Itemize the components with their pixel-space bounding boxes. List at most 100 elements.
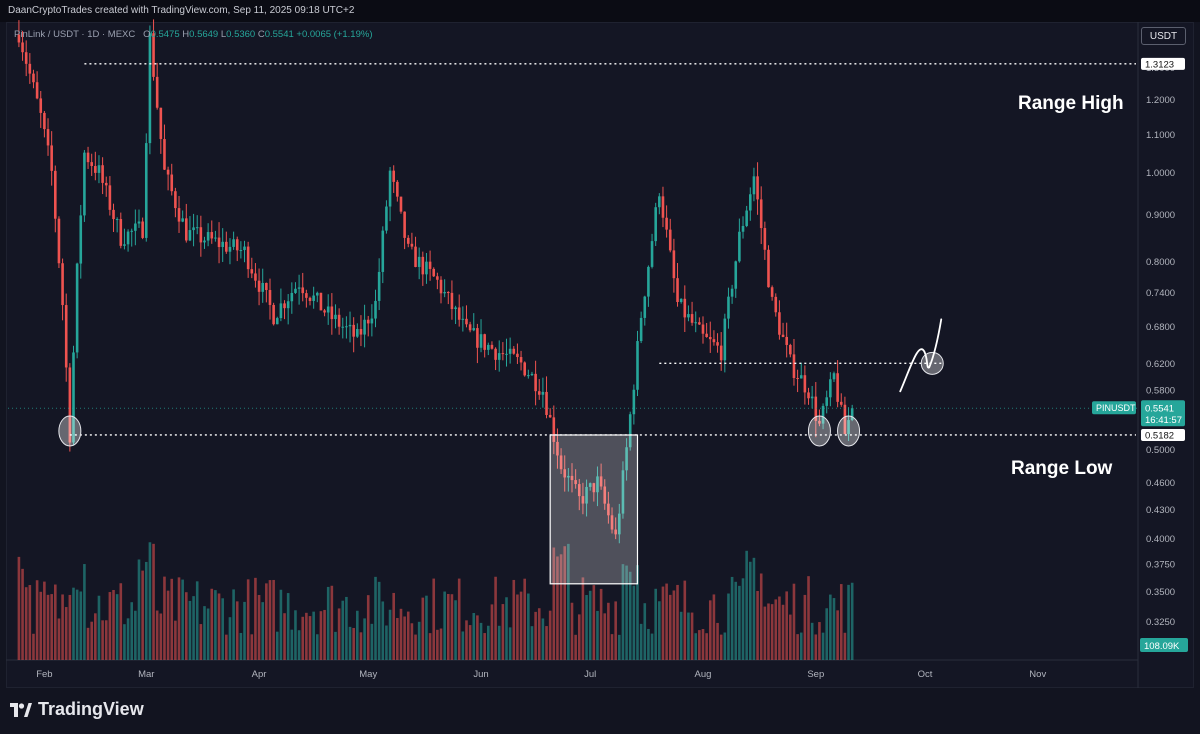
range-high-price-tag-bg xyxy=(1141,57,1185,70)
volume-bar xyxy=(265,583,268,660)
tradingview-logo-icon xyxy=(10,702,32,717)
candle-body xyxy=(232,239,235,247)
volume-bar xyxy=(170,578,174,660)
volume-bar xyxy=(690,612,694,660)
candle-body xyxy=(559,455,563,470)
candle-body xyxy=(399,196,403,212)
volume-bar xyxy=(54,584,57,660)
volume-bar xyxy=(90,621,93,660)
candle-body xyxy=(537,391,541,395)
candle-body xyxy=(301,287,305,294)
candle-body xyxy=(275,318,279,325)
candle-body xyxy=(334,314,337,320)
currency-unit-button[interactable]: USDT xyxy=(1141,27,1186,45)
candle-body xyxy=(661,196,665,218)
y-tick-label: 0.3500 xyxy=(1146,587,1175,598)
volume-bar xyxy=(24,587,28,660)
volume-bar xyxy=(534,611,537,660)
volume-bar xyxy=(39,591,43,660)
retest-circle xyxy=(920,351,944,375)
volume-tag: 108.09K xyxy=(1144,641,1180,652)
candle-body xyxy=(174,191,177,209)
candle-body xyxy=(665,217,668,230)
volume-bar xyxy=(457,578,461,660)
candle-body xyxy=(286,301,290,309)
x-tick-label: Jul xyxy=(584,669,596,680)
volume-bar xyxy=(97,595,101,660)
volume-bar xyxy=(523,578,526,660)
volume-bar xyxy=(257,594,261,660)
candle-body xyxy=(610,515,614,530)
tradingview-logo[interactable]: TradingView xyxy=(10,699,144,720)
candle-body xyxy=(166,169,170,175)
volume-bar xyxy=(698,630,701,660)
candle-body xyxy=(326,306,330,313)
candle-body xyxy=(563,469,567,478)
candle-body xyxy=(803,375,807,393)
volume-bar xyxy=(115,594,119,660)
candle-body xyxy=(184,218,188,241)
candle-body xyxy=(730,288,734,297)
volume-bar xyxy=(548,610,552,660)
candle-body xyxy=(672,250,676,279)
chart-pane[interactable] xyxy=(6,22,1194,688)
candle-body xyxy=(756,176,759,200)
volume-bar xyxy=(385,625,388,660)
volume-bar xyxy=(687,612,690,660)
candle-body xyxy=(126,231,130,245)
volume-bar xyxy=(155,610,159,660)
volume-bar xyxy=(439,628,443,660)
candle-body xyxy=(767,249,770,288)
volume-bar xyxy=(239,632,243,660)
volume-bar xyxy=(261,602,265,660)
volume-bar xyxy=(628,571,632,660)
candle-body xyxy=(50,145,53,171)
candle-body xyxy=(759,199,763,229)
candle-body xyxy=(599,476,603,487)
candle-body xyxy=(345,326,348,328)
candle-body xyxy=(588,483,592,487)
candle-body xyxy=(763,228,767,250)
volume-bar xyxy=(847,584,850,660)
volume-bar xyxy=(810,622,814,660)
volume-bar xyxy=(497,625,501,660)
current-price-tag: 0.5541 xyxy=(1145,404,1174,415)
candle-body xyxy=(356,328,359,337)
volume-bar xyxy=(465,620,468,660)
candle-body xyxy=(548,414,552,418)
highlight-box xyxy=(549,434,639,585)
volume-bar xyxy=(668,594,672,660)
y-tick-label: 0.7400 xyxy=(1146,288,1175,299)
candle-body xyxy=(323,310,326,313)
countdown-tag: 16:41:57 xyxy=(1145,415,1182,426)
volume-bar xyxy=(108,592,112,660)
candle-body xyxy=(683,298,687,318)
candle-body xyxy=(745,210,748,226)
volume-bar xyxy=(748,561,752,660)
volume-bar xyxy=(119,583,123,660)
volume-bar xyxy=(359,632,363,660)
candle-body xyxy=(439,279,443,294)
candle-body xyxy=(668,229,672,251)
candle-body xyxy=(607,503,610,516)
x-tick-label: Nov xyxy=(1029,669,1046,680)
price-chart[interactable]: 1.40001.30001.20001.10001.00000.90000.80… xyxy=(0,0,1200,688)
candle-body xyxy=(337,314,341,327)
close-label: C xyxy=(257,29,265,40)
high-value: 0.5649 xyxy=(189,29,219,40)
candle-body xyxy=(79,215,83,264)
candle-body xyxy=(64,305,68,368)
volume-bar xyxy=(839,584,843,660)
candle-body xyxy=(719,345,723,361)
symbol-name: PinLink / USDT · 1D · MEXC xyxy=(14,29,136,40)
volume-bar xyxy=(352,627,355,660)
candle-body xyxy=(457,307,461,320)
volume-bar xyxy=(203,606,206,660)
volume-bar xyxy=(694,633,698,660)
candle-body xyxy=(305,293,308,298)
volume-bar xyxy=(250,634,254,660)
volume-bar xyxy=(286,593,290,660)
volume-bar xyxy=(428,633,432,660)
volume-tag-bg xyxy=(1140,638,1188,652)
volume-bar xyxy=(647,628,650,660)
